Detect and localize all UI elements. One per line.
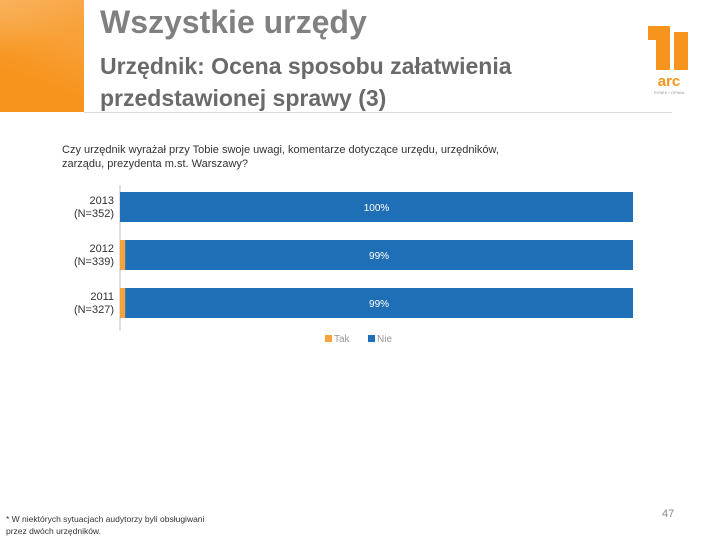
category-label-n: (N=327) <box>74 304 114 316</box>
logo-wordmark: arc <box>658 73 681 90</box>
data-label-nie: 100% <box>364 203 390 214</box>
legend-label-nie: Nie <box>377 334 392 345</box>
header-decoration <box>0 0 84 112</box>
bar-nie <box>120 192 633 222</box>
data-label-nie: 99% <box>369 251 389 262</box>
bar-tak <box>120 288 126 318</box>
bar-tak <box>120 240 126 270</box>
page-number: 47 <box>662 508 675 520</box>
header-divider <box>84 112 672 113</box>
bar-nie <box>125 288 633 318</box>
page-subtitle: Urzędnik: Ocena sposobu załatwienia prze… <box>100 53 512 111</box>
logo-tagline: RYNEK I OPINIA <box>654 90 685 95</box>
data-label-nie: 99% <box>369 299 389 310</box>
category-label-year: 2011 <box>90 291 114 303</box>
category-label-year: 2013 <box>90 195 114 207</box>
category-label-year: 2012 <box>90 243 114 255</box>
stacked-bar-chart: 2013(N=352)100%2012(N=339)1%99%2011(N=32… <box>74 185 633 345</box>
category-label-n: (N=339) <box>74 256 114 268</box>
legend-swatch-nie <box>368 335 375 342</box>
page-title: Wszystkie urzędy <box>100 4 367 40</box>
category-label-n: (N=352) <box>74 208 114 220</box>
bar-nie <box>125 240 633 270</box>
survey-question: Czy urzędnik wyrażał przy Tobie swoje uw… <box>62 144 499 170</box>
legend-label-tak: Tak <box>334 334 351 345</box>
footnote: * W niektórych sytuacjach audytorzy byli… <box>6 514 205 536</box>
arc-logo: arc RYNEK I OPINIA <box>648 26 688 95</box>
legend-swatch-tak <box>325 335 332 342</box>
